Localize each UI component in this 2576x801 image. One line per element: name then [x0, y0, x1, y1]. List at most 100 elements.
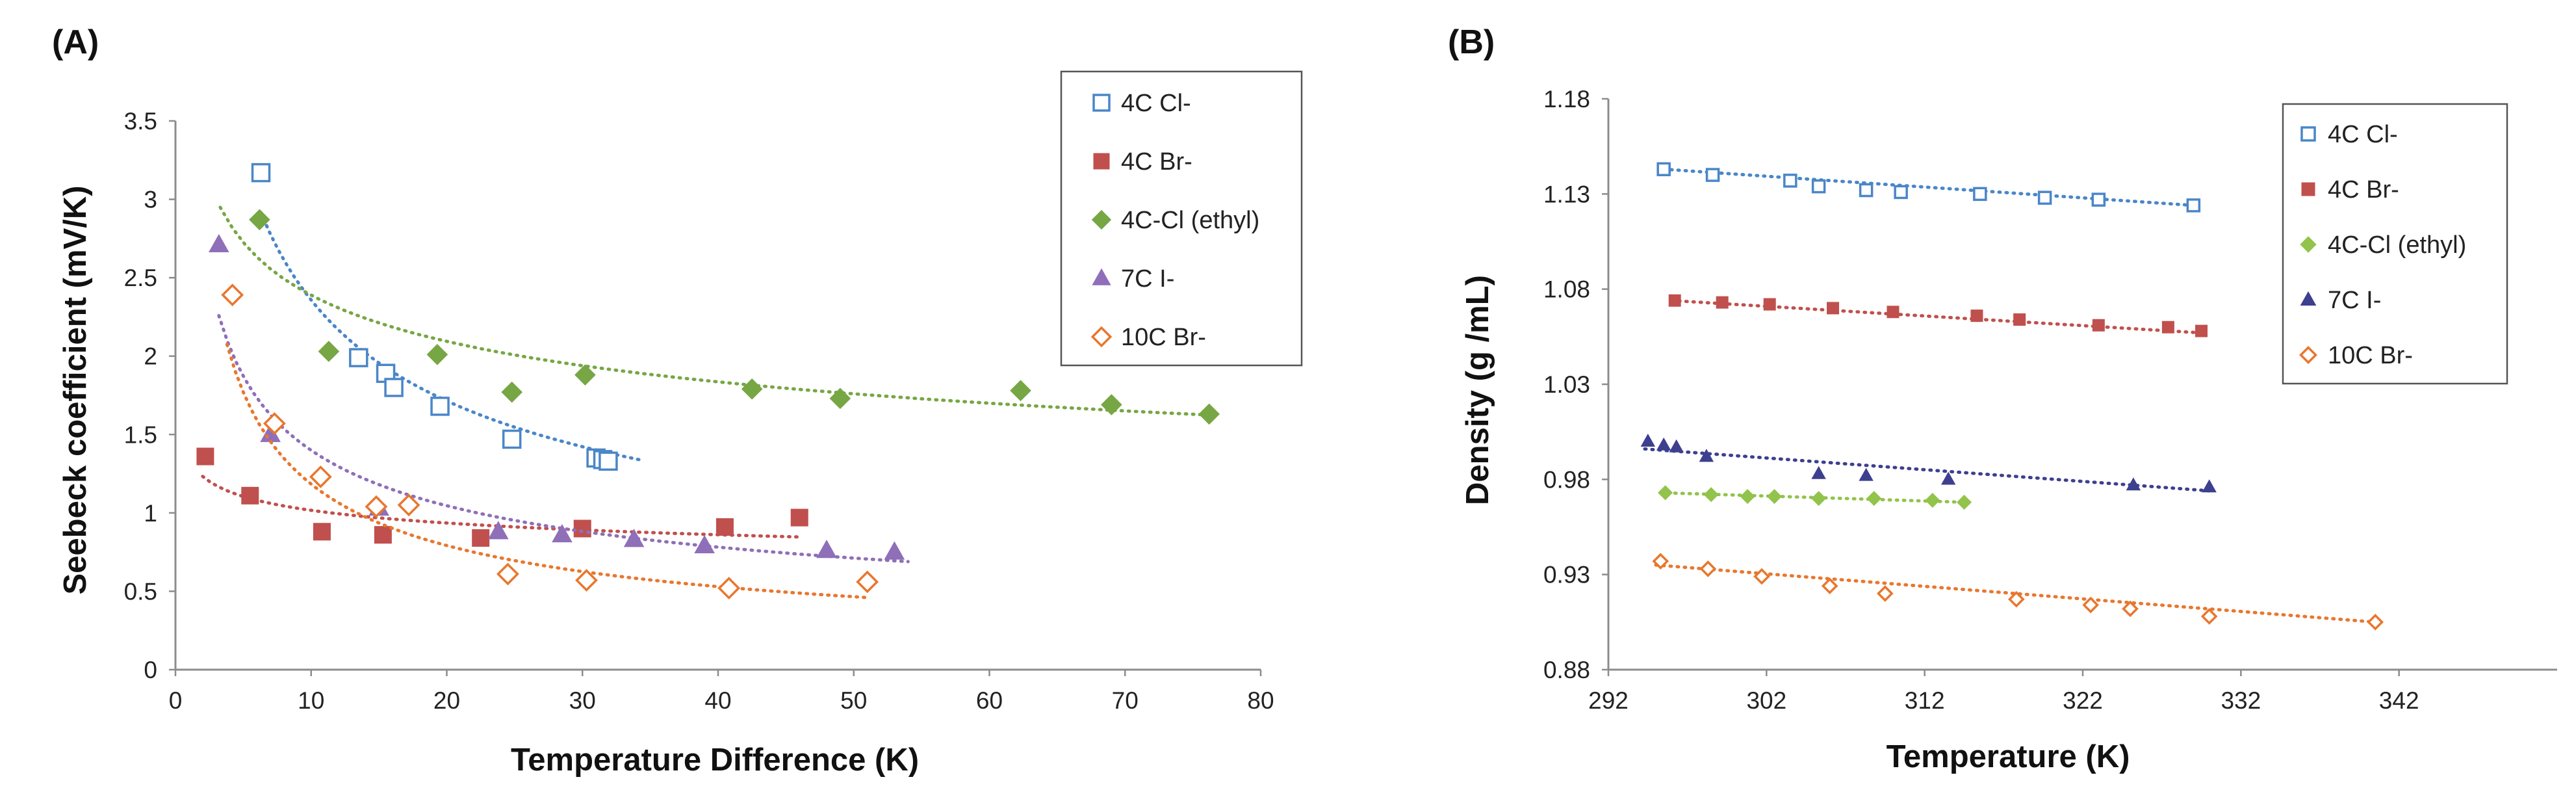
series-10c-br [1652, 553, 2384, 631]
x-tick-label: 60 [976, 687, 1003, 714]
point-7c-i [208, 233, 229, 253]
x-tick-label: 70 [1112, 687, 1139, 714]
trendline-10c-br [225, 343, 869, 599]
series-4c-cl [251, 163, 645, 471]
panel-a-label: (A) [52, 23, 99, 61]
legend-marker-10c-br [1090, 326, 1113, 348]
y-tick-label: 3 [144, 187, 157, 213]
panel-a-y-title: Seebeck coefficient (mV/K) [58, 185, 93, 594]
legend-label-4c-br: 4C Br- [1121, 148, 1192, 176]
legend-marker-10c-br [2299, 346, 2317, 364]
point-10c-br [2122, 600, 2139, 618]
point-4c-br [2195, 324, 2208, 337]
point-10c-br [1652, 553, 1669, 570]
point-10c-br [1699, 560, 1717, 577]
series-4c-br [1668, 294, 2208, 337]
y-tick-label: 0 [144, 657, 157, 683]
point-4c-cl [1811, 179, 1826, 194]
legend-label-4c-cl: 4C Cl- [2328, 121, 2398, 148]
panel-b-y-title: Density (g /mL) [1460, 275, 1495, 505]
point-4c-cl-ethyl [1766, 489, 1783, 505]
point-4c-cl-ethyl [1925, 493, 1940, 508]
series-4c-br [196, 447, 808, 547]
y-tick-label: 2.5 [124, 265, 157, 291]
point-4c-cl [349, 348, 368, 367]
point-10c-br [1877, 585, 1894, 602]
point-10c-br [263, 412, 286, 435]
x-tick-label: 292 [1588, 687, 1629, 714]
point-7c-i [1859, 467, 1874, 481]
point-10c-br [496, 562, 519, 586]
point-4c-br [374, 526, 392, 544]
panel-a: (A) Temperature Difference (K) Seebeck c… [52, 23, 1303, 778]
point-10c-br [856, 570, 879, 594]
point-10c-br [365, 495, 388, 518]
point-10c-br [397, 493, 420, 517]
x-tick-label: 302 [1746, 687, 1786, 714]
panel-b-plot [1640, 162, 2384, 631]
point-4c-cl-ethyl [741, 378, 763, 400]
legend-marker-7c-i [1092, 268, 1111, 285]
x-tick-label: 20 [433, 687, 460, 714]
point-4c-br [313, 523, 331, 541]
point-4c-br [472, 529, 490, 547]
point-4c-cl [430, 397, 450, 416]
legend-marker-4c-cl [2300, 126, 2316, 142]
point-4c-cl [502, 429, 522, 449]
point-4c-cl [2091, 192, 2106, 207]
point-4c-cl-ethyl [249, 209, 270, 231]
point-4c-cl-ethyl [1703, 487, 1719, 503]
legend-marker-4c-cl-ethyl [1091, 209, 1112, 230]
series-4c-cl-ethyl [218, 205, 1220, 425]
point-4c-cl [384, 378, 404, 397]
panel-a-plot [196, 163, 1220, 600]
point-7c-i [1669, 439, 1684, 453]
point-4c-br [1763, 298, 1776, 311]
legend-label-7c-i: 7C I- [1121, 265, 1174, 293]
y-tick-label: 0.98 [1543, 466, 1590, 493]
point-7c-i [816, 540, 837, 558]
point-4c-cl [2186, 198, 2201, 213]
x-tick-label: 332 [2221, 687, 2261, 714]
point-10c-br [309, 465, 332, 488]
point-4c-br [1668, 294, 1681, 307]
trendline-4c-br [1669, 298, 2203, 335]
trendline-7c-i [217, 314, 910, 564]
legend-label-4c-br: 4C Br- [2328, 176, 2399, 204]
legend-marker-4c-br [1093, 153, 1110, 170]
point-7c-i [2126, 477, 2141, 491]
point-4c-cl [599, 451, 618, 471]
point-10c-br [2200, 608, 2218, 625]
y-tick-label: 1.03 [1543, 371, 1590, 398]
point-10c-br [2367, 614, 2384, 631]
panel-a-legend: 4C Cl- 4C Br- 4C-Cl (ethyl) 7C I- 10C Br- [1060, 70, 1303, 367]
series-4c-cl-ethyl [1658, 485, 1972, 510]
y-tick-label: 0.88 [1543, 657, 1590, 683]
legend-label-4c-cl: 4C Cl- [1121, 90, 1191, 117]
point-4c-cl-ethyl [501, 381, 523, 403]
point-4c-br [2013, 313, 2026, 326]
x-tick-label: 40 [704, 687, 731, 714]
y-tick-label: 1.18 [1543, 86, 1590, 112]
point-4c-cl [1705, 168, 1720, 182]
x-tick-label: 312 [1905, 687, 1945, 714]
x-tick-label: 50 [840, 687, 867, 714]
panel-b-label: (B) [1448, 23, 1495, 61]
point-4c-cl-ethyl [1740, 489, 1755, 505]
point-4c-cl [251, 163, 271, 183]
panel-a-ticks: 0 10 20 30 40 50 60 70 80 0 0.5 1 1.5 2 2.5 3 3.5 [124, 108, 1274, 714]
legend-marker-7c-i [2300, 291, 2317, 306]
legend-marker-4c-br [2301, 182, 2315, 196]
point-7c-i [884, 541, 905, 560]
point-7c-i [1699, 449, 1714, 462]
legend-label-4c-cl-ethyl: 4C-Cl (ethyl) [2328, 231, 2466, 259]
y-tick-label: 0.93 [1543, 562, 1590, 588]
series-4c-cl [1656, 162, 2201, 213]
point-4c-cl-ethyl [1956, 494, 1972, 510]
y-tick-label: 1 [144, 500, 157, 527]
x-tick-label: 30 [569, 687, 596, 714]
point-4c-cl [1783, 174, 1797, 188]
point-4c-br [2161, 321, 2174, 334]
point-10c-br [2007, 590, 2025, 608]
